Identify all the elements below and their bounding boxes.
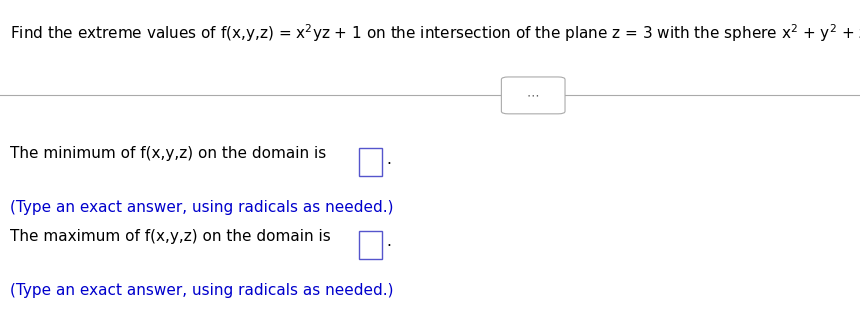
Text: .: . xyxy=(386,234,391,249)
Text: Find the extreme values of f(x,y,z) = x$^{2}$yz + 1 on the intersection of the p: Find the extreme values of f(x,y,z) = x$… xyxy=(10,22,860,44)
Text: (Type an exact answer, using radicals as needed.): (Type an exact answer, using radicals as… xyxy=(10,283,394,298)
FancyBboxPatch shape xyxy=(359,231,382,259)
Text: (Type an exact answer, using radicals as needed.): (Type an exact answer, using radicals as… xyxy=(10,200,394,215)
Text: The minimum of f(x,y,z) on the domain is: The minimum of f(x,y,z) on the domain is xyxy=(10,146,327,161)
FancyBboxPatch shape xyxy=(359,148,382,176)
Text: .: . xyxy=(386,151,391,167)
Text: ⋯: ⋯ xyxy=(527,89,539,102)
Text: The maximum of f(x,y,z) on the domain is: The maximum of f(x,y,z) on the domain is xyxy=(10,229,331,244)
FancyBboxPatch shape xyxy=(501,77,565,114)
